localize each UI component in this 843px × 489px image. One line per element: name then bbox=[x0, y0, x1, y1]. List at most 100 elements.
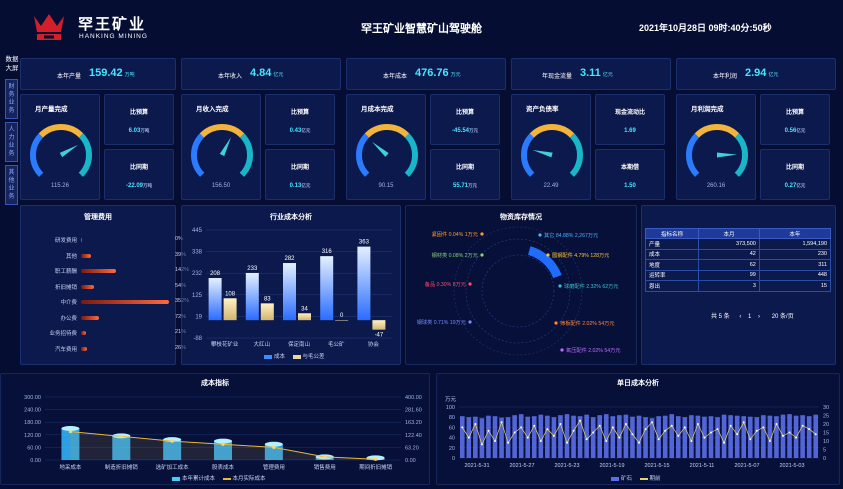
y-tick-label: 20 bbox=[449, 446, 455, 452]
bar-ore bbox=[459, 416, 465, 458]
line-point bbox=[461, 426, 464, 429]
mgmt-bar bbox=[81, 238, 82, 242]
y-tick-label: 40 bbox=[449, 436, 455, 442]
mgmt-bar bbox=[81, 346, 88, 351]
mgmt-pct: 0% bbox=[175, 236, 183, 242]
inventory-panel: 物资库存情况 紧固件 0.04% 1万元 其它 84.88% 2,267万元 钢材类… bbox=[405, 205, 637, 365]
legend-dot bbox=[546, 253, 550, 257]
y-unit-label: 万元 bbox=[445, 397, 457, 403]
chart-legend: 本年累计成本 本月实际成本 bbox=[166, 474, 266, 482]
mgmt-label: 办公费 bbox=[60, 315, 77, 322]
tab-other[interactable]: 其他业务 bbox=[5, 165, 18, 205]
line-point bbox=[323, 455, 327, 459]
y2-tick-label: 122.40 bbox=[405, 433, 422, 439]
pie-label: 筛板配件 2.02% 54万元 bbox=[560, 319, 615, 327]
line-point bbox=[683, 426, 686, 429]
line-point bbox=[808, 428, 811, 431]
compare-card: 比预算 0.43亿元 bbox=[265, 94, 335, 145]
tab-hr[interactable]: 人力业务 bbox=[5, 122, 18, 162]
legend-label: 与毛公差 bbox=[302, 354, 325, 360]
gauge-dial bbox=[356, 124, 418, 177]
bar-ore bbox=[675, 416, 681, 458]
gauge-needle bbox=[59, 144, 79, 158]
y2-tick-label: 163.20 bbox=[405, 420, 422, 426]
line-point bbox=[520, 426, 523, 429]
bar-cost-ytd bbox=[214, 441, 232, 460]
industry-cost-chart: 445 338 232 125 19 -88 208 108 攀枝花矿业 233 83 大红山 282 3… bbox=[192, 228, 392, 348]
kpi-card-profit: 本年利润 2.94 亿元 bbox=[676, 58, 836, 90]
y-tick-label: 60 bbox=[449, 425, 455, 431]
gauge-value: 22.49 bbox=[543, 183, 559, 189]
line-point bbox=[546, 428, 549, 431]
y-tick-label: 0.00 bbox=[30, 458, 41, 464]
data-label: 83 bbox=[264, 296, 271, 302]
line-point bbox=[533, 424, 536, 427]
bar-ore bbox=[741, 416, 747, 458]
line-point bbox=[657, 438, 660, 441]
compare-value: -22.09万吨 bbox=[125, 183, 152, 189]
line-point bbox=[814, 433, 817, 436]
bar-ore bbox=[577, 416, 583, 458]
x-tick-label: 2021-5-07 bbox=[734, 463, 759, 469]
legend-label: 本月实际成本 bbox=[232, 476, 266, 482]
compare-label: 现金流动比 bbox=[614, 110, 645, 116]
data-label: 316 bbox=[322, 249, 333, 255]
bar-cap bbox=[214, 438, 232, 444]
line-point bbox=[598, 424, 601, 427]
bar-ore bbox=[813, 414, 819, 458]
mgmt-row: 其他 39% bbox=[35, 250, 186, 262]
kpi-label: 本年成本 bbox=[382, 74, 407, 80]
prev-page-icon[interactable]: ‹ bbox=[739, 314, 742, 320]
compare-card: 比同期 55.71万元 bbox=[430, 149, 500, 200]
gauge-arc-mid bbox=[529, 124, 575, 138]
bar-ore bbox=[571, 415, 576, 458]
bar-ore bbox=[643, 417, 648, 458]
gauge-arc-mid bbox=[199, 124, 245, 138]
next-page-icon[interactable]: › bbox=[758, 314, 761, 320]
gauge-arc-low bbox=[30, 133, 44, 177]
page-number[interactable]: 1 bbox=[748, 314, 752, 320]
line-point bbox=[710, 431, 712, 434]
legend-dot bbox=[558, 284, 562, 288]
bar-diff bbox=[298, 313, 311, 321]
line-point bbox=[723, 441, 726, 444]
mgmt-pct: 54% bbox=[175, 283, 186, 289]
mgmt-label: 研发费用 bbox=[54, 238, 77, 244]
bar-ore bbox=[656, 416, 661, 458]
table-row: 产量 373,500 1,594,190 bbox=[644, 238, 832, 250]
page-size-select[interactable]: 20 条/页 bbox=[771, 314, 794, 320]
bar-ore bbox=[623, 414, 629, 458]
line-point bbox=[729, 424, 732, 427]
gauge-value: 156.50 bbox=[211, 183, 231, 189]
line-point bbox=[487, 429, 490, 432]
y-tick-label: 300.00 bbox=[24, 395, 41, 401]
bar-cost bbox=[208, 278, 222, 321]
tab-finance[interactable]: 财务业务 bbox=[5, 79, 18, 119]
bar-ore bbox=[512, 415, 517, 458]
gauge-title: 资产负债率 bbox=[526, 106, 559, 113]
bar-ore bbox=[774, 416, 779, 458]
compare-card: 比同期 0.27亿元 bbox=[760, 149, 830, 200]
mgmt-label: 业务招待费 bbox=[49, 331, 77, 337]
bar-ore bbox=[473, 416, 478, 458]
bar-ore bbox=[499, 417, 504, 458]
legend-label: 期前 bbox=[649, 476, 661, 482]
line-point bbox=[585, 438, 588, 441]
gauge-arc-high bbox=[239, 133, 253, 177]
line-point bbox=[221, 442, 225, 446]
bar-ore bbox=[734, 415, 740, 458]
compare-value: 0.13亿元 bbox=[289, 183, 311, 189]
legend-swatch bbox=[222, 477, 231, 480]
mgmt-expense-panel: 管理费用 研发费用 0% 其他 39% 职工薪酬142% 折旧摊销 54% 中介费352% 办公… bbox=[20, 205, 189, 365]
kpi-card-cashflow: 年现金流量 3.11 亿元 bbox=[511, 58, 671, 90]
bar-ore bbox=[584, 414, 589, 458]
x-tick-label: 地采成本 bbox=[59, 463, 82, 471]
line-point bbox=[119, 434, 123, 438]
gauge-title: 月产量完成 bbox=[35, 106, 68, 113]
y2-tick-label: 63.20 bbox=[405, 445, 419, 451]
gauge-card: 月收入完成 156.50 bbox=[181, 94, 261, 200]
compare-label: 比预算 bbox=[129, 110, 148, 116]
x-tick-label: 2021-5-03 bbox=[779, 463, 804, 469]
legend-swatch bbox=[292, 354, 301, 359]
